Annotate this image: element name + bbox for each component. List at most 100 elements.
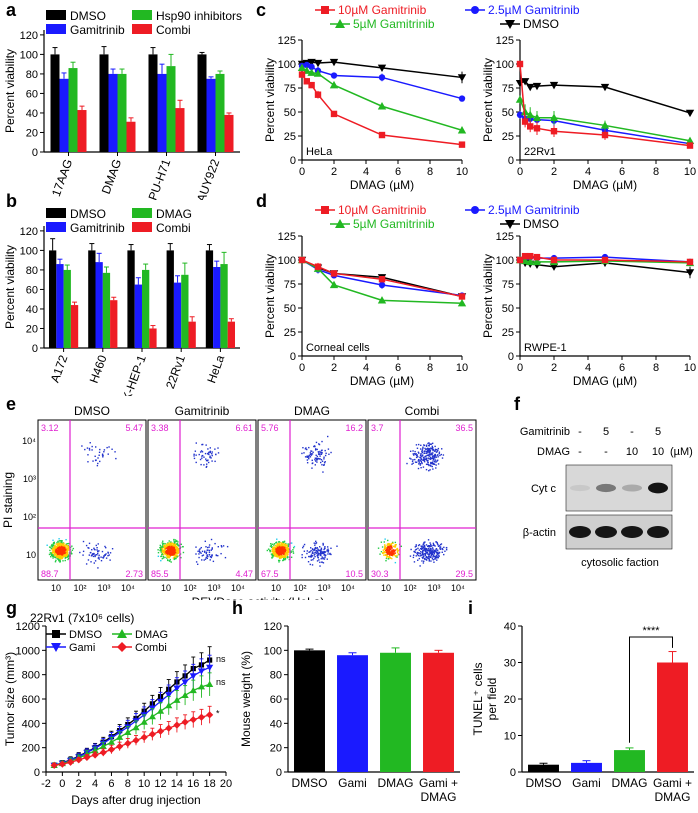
bar-DMSO-22Rv1	[166, 250, 174, 348]
flow-event	[430, 465, 432, 467]
flow-event	[205, 459, 208, 462]
x-tick-label: 16	[187, 778, 199, 790]
flow-event	[393, 554, 396, 556]
flow-event	[61, 540, 63, 542]
y-tick-label: 75	[284, 83, 296, 95]
bar-Gamitrinib-22Rv1	[173, 282, 182, 348]
flow-event	[97, 557, 100, 559]
flow-event	[438, 451, 441, 453]
flow-event	[314, 555, 316, 558]
flow-event	[312, 552, 314, 555]
flow-event	[385, 547, 387, 549]
y-tick-label: 0	[276, 767, 282, 779]
flow-event	[431, 452, 433, 454]
y-tick-label: 800	[22, 670, 40, 682]
point-5µM Gamitrinib	[526, 257, 535, 266]
flow-event	[176, 556, 178, 558]
flow-event	[172, 549, 175, 551]
flow-event	[445, 547, 448, 549]
flow-event	[282, 544, 284, 546]
flow-event	[423, 555, 425, 558]
legend-label-Combi: Combi	[156, 23, 191, 37]
flow-event	[276, 538, 278, 540]
point-10µM Gamitrinib	[458, 141, 466, 148]
flow-event	[282, 559, 285, 561]
quadrant-lr: 29.5	[455, 569, 473, 579]
flow-event	[165, 546, 168, 548]
flow-event	[169, 548, 171, 550]
flow-event	[271, 552, 274, 555]
x-tick-label: 0	[517, 362, 523, 374]
flow-event	[167, 544, 170, 546]
flow-event	[287, 543, 289, 545]
flow-event	[387, 539, 389, 542]
flow-event	[169, 555, 171, 558]
flow-event	[167, 554, 169, 556]
bar-Gamitrinib-H460	[95, 262, 103, 348]
flow-event	[87, 559, 90, 561]
flow-event	[320, 449, 323, 452]
x-tick-label: DMAG	[378, 776, 414, 790]
flow-event	[324, 460, 326, 463]
flow-event	[171, 552, 174, 554]
flow-event	[285, 547, 287, 549]
flow-event	[386, 546, 389, 548]
bar-DMAG-22Rv1	[181, 274, 189, 348]
legend-swatch-Hsp90 inhibitors	[132, 10, 152, 20]
legend-label-3: Combi	[135, 642, 167, 654]
flow-event	[98, 550, 100, 552]
flow-event	[315, 551, 317, 553]
panel-label-i: i	[468, 598, 473, 618]
flow-event	[385, 551, 387, 554]
flow-event	[226, 545, 229, 548]
flow-event	[392, 551, 394, 553]
flow-event	[274, 544, 277, 547]
flow-event	[278, 546, 280, 548]
flow-event	[54, 548, 57, 550]
flow-event	[391, 553, 394, 555]
point-2.5µM Gamitrinib	[303, 61, 310, 69]
flow-event	[211, 454, 213, 457]
flow-event	[97, 543, 99, 545]
flow-event	[434, 550, 436, 552]
flow-event	[173, 554, 175, 556]
flow-event	[107, 552, 109, 554]
flow-event	[163, 548, 166, 550]
flow-event	[433, 463, 436, 466]
flow-event	[62, 545, 64, 548]
flow-event	[425, 448, 427, 451]
flow-event	[60, 554, 63, 557]
flow-event	[54, 546, 56, 548]
flow-event	[214, 460, 216, 463]
flow-event	[441, 448, 443, 450]
flow-event	[419, 565, 421, 567]
flow-event	[327, 551, 329, 553]
flow-event	[166, 553, 169, 555]
flow-event	[427, 442, 429, 445]
flow-event	[209, 456, 211, 459]
flow-event	[67, 546, 69, 548]
flow-event	[419, 555, 421, 557]
flow-event	[314, 459, 316, 461]
flow-event	[266, 549, 269, 552]
flow-event	[418, 463, 420, 465]
flow-event	[285, 542, 287, 545]
y-tick-label: 10³	[23, 474, 36, 484]
flow-event	[435, 467, 437, 469]
flow-event	[168, 547, 170, 549]
point-10µM Gamitrinib	[686, 142, 694, 149]
flow-event	[281, 555, 283, 557]
flow-event	[418, 544, 421, 546]
flow-event	[309, 551, 311, 553]
flow-event	[282, 557, 285, 560]
flow-event	[59, 560, 61, 563]
flow-event	[439, 543, 442, 546]
flow-event	[421, 449, 424, 451]
flow-event	[57, 552, 59, 555]
flow-event	[439, 454, 441, 457]
flow-event	[62, 549, 64, 551]
x-tick-label: 10	[456, 362, 468, 374]
flow-event	[162, 544, 164, 546]
flow-event	[55, 553, 58, 556]
